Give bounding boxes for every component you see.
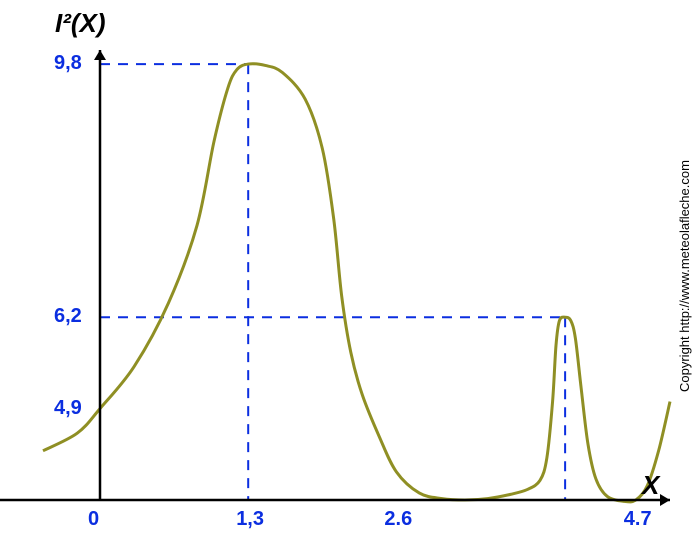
x-axis-title: X (642, 470, 659, 501)
y-tick-label: 9,8 (54, 52, 82, 75)
copyright-text: Copyright http://www.meteolafleche.com (677, 0, 692, 553)
y-axis-title: I²(X) (55, 8, 106, 39)
y-tick-label: 6,2 (54, 305, 82, 328)
y-tick-label: 4,9 (54, 397, 82, 420)
chart (0, 0, 698, 553)
x-tick-label: 1,3 (236, 508, 264, 531)
x-tick-label: 2.6 (384, 508, 412, 531)
x-tick-label: 0 (88, 508, 99, 531)
x-tick-label: 4.7 (624, 508, 652, 531)
